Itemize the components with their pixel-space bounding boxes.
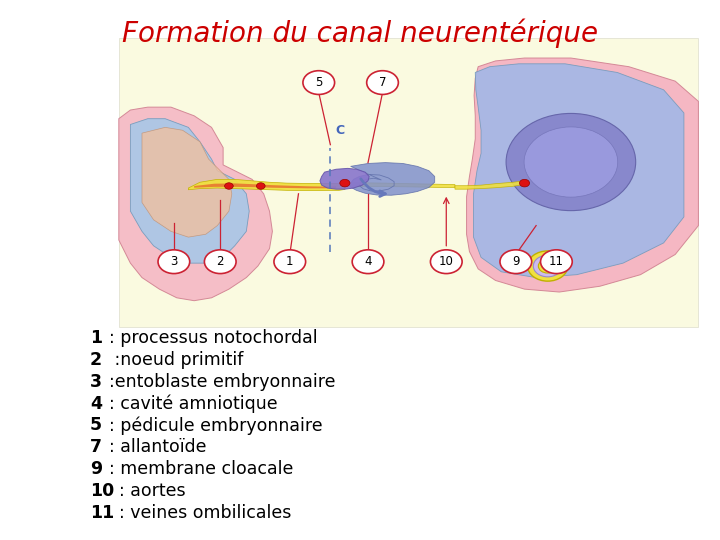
Text: 5: 5	[315, 76, 323, 89]
Text: 9: 9	[512, 255, 520, 268]
Text: 1: 1	[90, 329, 102, 347]
Text: 3: 3	[170, 255, 178, 268]
Circle shape	[352, 250, 384, 274]
Text: : membrane cloacale: : membrane cloacale	[109, 460, 293, 478]
Text: : aortes: : aortes	[119, 482, 186, 500]
Circle shape	[539, 259, 557, 273]
Circle shape	[303, 71, 335, 94]
Text: : allantoïde: : allantoïde	[109, 438, 206, 456]
Circle shape	[506, 113, 636, 211]
Polygon shape	[474, 64, 684, 278]
Text: :noeud primitif: :noeud primitif	[109, 351, 243, 369]
Circle shape	[500, 250, 531, 274]
Text: 9: 9	[90, 460, 102, 478]
Polygon shape	[455, 181, 524, 189]
Text: 4: 4	[364, 255, 372, 268]
Polygon shape	[119, 107, 272, 301]
Text: 7: 7	[379, 76, 386, 89]
Text: 3: 3	[90, 373, 102, 391]
Text: : pédicule embryonnaire: : pédicule embryonnaire	[109, 416, 323, 435]
Circle shape	[528, 251, 568, 281]
Text: 10: 10	[90, 482, 114, 500]
Text: 4: 4	[90, 395, 102, 413]
Circle shape	[520, 179, 529, 187]
Circle shape	[340, 179, 350, 187]
Text: 1: 1	[286, 255, 294, 268]
FancyBboxPatch shape	[119, 38, 698, 327]
Text: : veines ombilicales: : veines ombilicales	[119, 504, 291, 522]
Circle shape	[534, 255, 562, 277]
Text: : cavité amniotique: : cavité amniotique	[109, 395, 277, 413]
Polygon shape	[189, 179, 345, 191]
Text: :entoblaste embryonnaire: :entoblaste embryonnaire	[109, 373, 336, 391]
Circle shape	[274, 250, 305, 274]
Polygon shape	[467, 58, 698, 292]
Polygon shape	[320, 168, 369, 189]
Circle shape	[431, 250, 462, 274]
Text: 11: 11	[549, 255, 564, 268]
Text: Formation du canal neurentérique: Formation du canal neurentérique	[122, 19, 598, 49]
Text: 2: 2	[217, 255, 224, 268]
Circle shape	[225, 183, 233, 189]
Polygon shape	[345, 183, 455, 187]
Text: 5: 5	[90, 416, 102, 435]
Circle shape	[256, 183, 265, 189]
Circle shape	[524, 127, 618, 197]
Circle shape	[204, 250, 236, 274]
Text: 2: 2	[90, 351, 102, 369]
Circle shape	[366, 71, 398, 94]
Polygon shape	[130, 119, 249, 263]
Polygon shape	[351, 163, 435, 195]
Circle shape	[158, 250, 189, 274]
Text: : processus notochordal: : processus notochordal	[109, 329, 318, 347]
Text: 7: 7	[90, 438, 102, 456]
Text: 11: 11	[90, 504, 114, 522]
Polygon shape	[142, 127, 232, 237]
Circle shape	[541, 250, 572, 274]
Circle shape	[553, 258, 560, 263]
Polygon shape	[194, 184, 336, 188]
Text: C: C	[335, 125, 344, 138]
Text: 10: 10	[438, 255, 454, 268]
